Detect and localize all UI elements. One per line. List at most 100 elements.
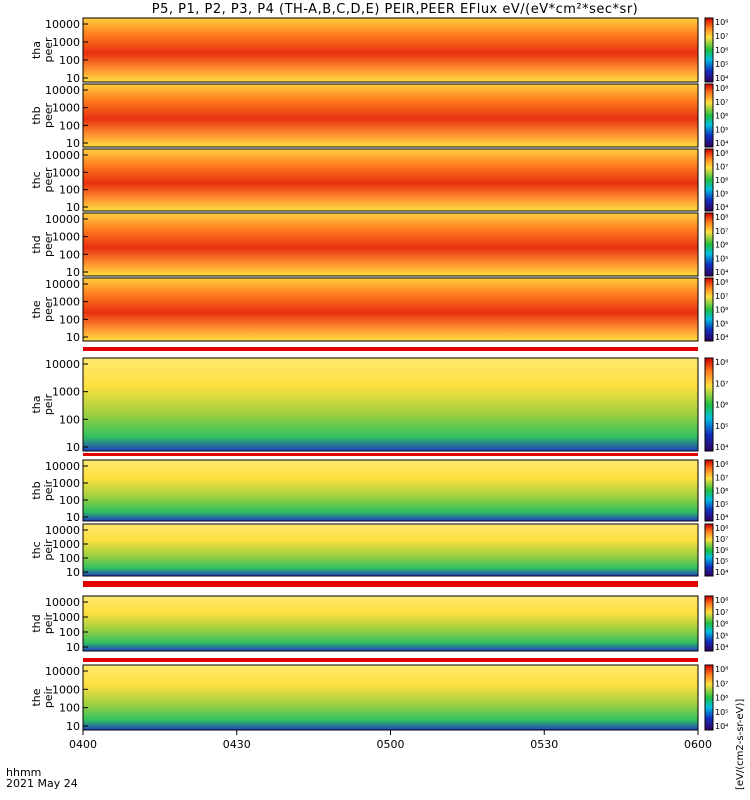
y-tick-label: 100 [59,248,80,261]
colorbar-tick-label: 10⁸ [715,524,728,533]
x-axis-date: 2021 May 24 [6,777,78,790]
colorbar-tick-label: 10⁸ [715,460,728,469]
panel-tha-peer: 10000 1000 100 10 tha peer 10⁴ 10⁵ 10⁶ 10⁷ 10⁸ [30,17,728,85]
colorbar-tick-label: 10⁶ [715,306,728,315]
y-axis-label: peir [42,539,55,561]
colorbar-unit-label: [eV/(cm2-s-sr-eV)] [735,699,746,790]
colorbar-tick-label: 10⁷ [715,473,728,482]
colorbar [704,357,714,452]
colorbar-tick-label: 10⁸ [715,596,728,605]
y-axis-label: peer [42,167,55,193]
colorbar-tick-label: 10⁶ [715,176,728,185]
colorbar-tick-label: 10⁴ [715,513,728,522]
spectrogram-area [82,17,699,83]
colorbar-tick-label: 10⁴ [715,139,728,148]
x-tick-label: 0430 [223,738,251,751]
y-axis-label: peer [42,297,55,323]
colorbar-tick-label: 10⁸ [715,358,728,367]
y-tick-label: 10 [66,641,80,654]
y-tick-label: 10000 [45,84,80,97]
colorbar-tick-label: 10⁷ [715,535,728,544]
status-bar [83,453,698,456]
y-tick-label: 1000 [52,477,80,490]
colorbar-tick-label: 10⁴ [715,74,728,83]
x-tick-label: 0530 [530,738,558,751]
y-tick-label: 10000 [45,460,80,473]
colorbar-tick-label: 10⁴ [715,268,728,277]
y-tick-label: 10000 [45,278,80,291]
colorbar [704,83,714,148]
colorbar-tick-label: 10⁷ [715,608,728,617]
colorbar-tick-label: 10⁷ [715,163,728,172]
y-tick-label: 10 [66,201,80,214]
y-tick-label: 10 [66,566,80,579]
chart-title: P5, P1, P2, P3, P4 (TH-A,B,C,D,E) PEIR,P… [151,2,639,17]
y-tick-label: 1000 [52,231,80,244]
y-tick-label: 1000 [52,386,80,399]
y-tick-label: 10 [66,331,80,344]
y-tick-label: 1000 [52,538,80,551]
y-axis-label: peir [42,479,55,501]
y-axis-label: peer [42,37,55,63]
y-axis-label: thd [30,614,43,632]
colorbar-tick-label: 10⁴ [715,722,728,731]
y-tick-label: 10000 [45,18,80,31]
colorbar-tick-label: 10⁴ [715,443,728,452]
panel-the-peir: 10000 1000 100 10 the peir 10⁴ 10⁵ 10⁶ 10⁷ 10⁸ [30,664,728,733]
colorbar-tick-label: 10⁴ [715,203,728,212]
status-bar [83,658,698,662]
colorbar [704,459,714,522]
colorbar-tick-label: 10⁶ [715,401,728,410]
colorbar-tick-label: 10⁶ [715,487,728,496]
colorbar-tick-label: 10⁸ [715,84,728,93]
colorbar [704,212,714,277]
colorbar-tick-label: 10⁶ [715,694,728,703]
y-axis-label: thb [30,481,43,499]
y-axis-label: thb [30,106,43,124]
y-tick-label: 1000 [52,36,80,49]
y-axis-label: peir [42,393,55,415]
panel-thd-peir: 10000 1000 100 10 thd peir 10⁴ 10⁵ 10⁶ 10⁷ 10⁸ [30,595,728,654]
y-tick-label: 10000 [45,524,80,537]
colorbar-tick-label: 10⁷ [715,32,728,41]
y-tick-label: 100 [59,54,80,67]
colorbar-tick-label: 10⁴ [715,643,728,652]
x-tick-label: 0500 [377,738,405,751]
y-axis-label: thd [30,235,43,253]
colorbar-tick-label: 10⁴ [715,333,728,342]
colorbar [704,664,714,731]
colorbar-tick-label: 10⁵ [715,319,728,328]
y-tick-label: 10000 [45,596,80,609]
y-tick-label: 10000 [45,213,80,226]
y-tick-label: 1000 [52,611,80,624]
y-axis-label: peer [42,103,55,129]
panel-thc-peer: 10000 1000 100 10 thc peer 10⁴ 10⁵ 10⁶ 10⁷ 10⁸ [30,148,728,214]
y-axis-label: peir [42,612,55,634]
colorbar [704,148,714,212]
colorbar [704,595,714,652]
y-tick-label: 100 [59,626,80,639]
y-tick-label: 10000 [45,358,80,371]
spectrogram-area [82,277,699,342]
colorbar-tick-label: 10⁷ [715,292,728,301]
spectrogram-area [82,83,699,148]
colorbar-tick-label: 10⁴ [715,568,728,577]
y-axis-label: the [30,688,43,706]
spectrogram-area [82,148,699,212]
y-tick-label: 10 [66,72,80,85]
colorbar-tick-label: 10⁵ [715,708,728,717]
panel-thb-peir: 10000 1000 100 10 thb peir 10⁴ 10⁵ 10⁶ 10⁷ 10⁸ [30,459,728,524]
y-tick-label: 10 [66,720,80,733]
colorbar-tick-label: 10⁵ [715,254,728,263]
y-tick-label: 100 [59,119,80,132]
colorbar-tick-label: 10⁸ [715,665,728,674]
colorbar-tick-label: 10⁵ [715,557,728,566]
y-tick-label: 1000 [52,296,80,309]
colorbar-tick-label: 10⁵ [715,190,728,199]
colorbar-tick-label: 10⁷ [715,227,728,236]
colorbar-tick-label: 10⁵ [715,422,728,431]
colorbar [704,277,714,342]
colorbar-tick-label: 10⁶ [715,620,728,629]
